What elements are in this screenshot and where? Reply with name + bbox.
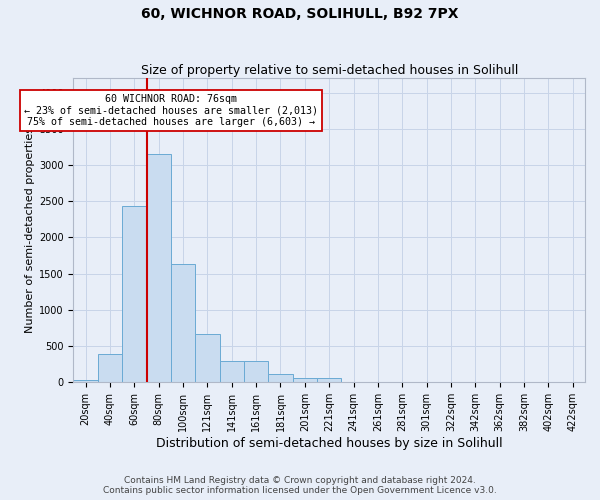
Bar: [146, 154, 171, 382]
Bar: [317, 378, 341, 382]
X-axis label: Distribution of semi-detached houses by size in Solihull: Distribution of semi-detached houses by …: [156, 437, 503, 450]
Bar: [244, 362, 268, 382]
Bar: [171, 264, 195, 382]
Bar: [220, 362, 244, 382]
Bar: [73, 380, 98, 382]
Bar: [122, 206, 146, 382]
Title: Size of property relative to semi-detached houses in Solihull: Size of property relative to semi-detach…: [140, 64, 518, 77]
Bar: [98, 354, 122, 382]
Text: 60 WICHNOR ROAD: 76sqm
← 23% of semi-detached houses are smaller (2,013)
75% of : 60 WICHNOR ROAD: 76sqm ← 23% of semi-det…: [24, 94, 318, 128]
Bar: [195, 334, 220, 382]
Bar: [293, 378, 317, 382]
Y-axis label: Number of semi-detached properties: Number of semi-detached properties: [25, 128, 35, 334]
Text: Contains HM Land Registry data © Crown copyright and database right 2024.
Contai: Contains HM Land Registry data © Crown c…: [103, 476, 497, 495]
Text: 60, WICHNOR ROAD, SOLIHULL, B92 7PX: 60, WICHNOR ROAD, SOLIHULL, B92 7PX: [141, 8, 459, 22]
Bar: [268, 374, 293, 382]
